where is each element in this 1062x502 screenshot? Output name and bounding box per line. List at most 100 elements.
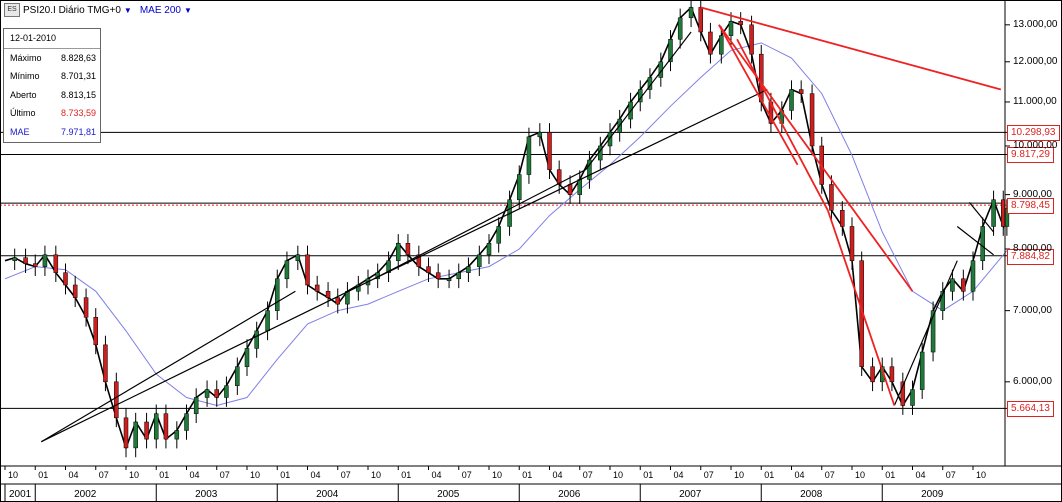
info-value: 8.828,63 [60,52,96,63]
candle-body [688,7,694,19]
candle-body [809,93,815,147]
trendline-red [826,209,896,406]
candle-body [910,389,915,406]
x-month-label: 07 [583,470,593,480]
y-tick-label: 6.000,00 [1013,375,1052,387]
candle-body [405,243,411,256]
candle-body [607,132,613,147]
trendline-black [968,201,995,233]
candle-body [63,272,68,286]
candle-body [668,39,673,63]
x-month-label: 04 [915,470,925,480]
x-month-label: 10 [371,470,381,480]
x-month-label: 01 [643,470,653,480]
candle-body [72,284,78,298]
trendline-black [373,88,768,280]
trendline-black [40,290,296,443]
chart-logo-icon: ES [4,3,20,17]
x-month-label: 10 [492,470,502,480]
y-tick-label: 11.000,00 [1013,95,1057,107]
candle-body [789,89,794,111]
y-tick-label: 13.000,00 [1013,18,1058,30]
info-row-last: Último 8.733,59 [4,104,100,123]
x-month-label: 07 [825,470,835,480]
symbol-dropdown-icon[interactable]: ▼ [123,5,132,15]
candle-body [93,317,98,346]
x-month-label: 04 [673,470,683,480]
candle-body [466,266,471,273]
candle-body [284,260,290,280]
x-month-label: 04 [552,470,562,480]
candle-body [103,344,108,383]
candle-body [53,254,59,273]
candle-body [174,430,180,440]
trendlines [40,6,1002,443]
candle-body [386,260,391,273]
x-month-label: 01 [764,470,774,480]
x-year-label: 2002 [74,489,97,500]
candle-body [193,397,199,414]
x-month-label: 10 [734,470,744,480]
mae-200-line [4,42,1008,407]
candle-body [950,278,955,292]
x-month-label: 07 [704,470,714,480]
candle-body [677,17,683,40]
candle-body [919,351,925,390]
x-year-label: 2006 [558,489,581,500]
candle-body [840,210,845,227]
info-value: 8.701,31 [60,71,96,82]
x-month-label: 01 [280,470,290,480]
x-month-label: 01 [401,470,411,480]
candle-body [477,254,482,267]
candle-body [12,257,17,261]
symbol-label[interactable]: PSI20.I Diário TMG+0 [23,4,121,16]
candle-body [526,136,532,175]
candle-body [335,297,340,305]
x-year-label: 2009 [921,489,944,500]
x-year-label: 2008 [800,489,823,500]
chart-header: ES PSI20.I Diário TMG+0 ▼ MAE 200 ▼ [4,2,200,18]
trendline-black [41,278,375,443]
info-label: Aberto [10,89,37,100]
x-month-label: 07 [462,470,472,480]
candle-body [133,421,138,449]
price-tag: 10.298,93 [1007,125,1060,142]
x-month-label: 04 [431,470,441,480]
x-month-label: 04 [189,470,199,480]
x-year-label: 2003 [195,489,218,500]
candle-body [556,169,562,185]
candle-body [889,366,895,383]
candle-body [144,421,149,440]
candle-body [184,413,189,431]
trendline-red [718,24,914,292]
x-month-label: 10 [613,470,623,480]
indicator-dropdown-icon[interactable]: ▼ [183,5,192,15]
candle-body [728,21,734,36]
price-tag: 8.798,45 [1007,198,1054,215]
candle-body [849,226,855,261]
candle-body [416,254,422,267]
indicator-label[interactable]: MAE 200 [139,4,181,16]
horizontal-levels [0,131,1010,409]
x-month-label: 01 [522,470,532,480]
x-year-label: 2007 [679,489,702,500]
candle-body [870,366,875,383]
trendline-black [373,169,587,280]
candle-body [435,272,441,280]
x-month-label: 04 [68,470,78,480]
x-year-label: 2001 [9,489,32,500]
candle-body [114,381,119,419]
x-axis-ticks: 10 01 04 07 10 01 04 07 10 01 04 07 10 01 04 07 10 01 04 07… [4,466,986,502]
price-tag: 5.664,13 [1007,401,1054,418]
candle-body [214,389,219,398]
candle-body [719,35,724,55]
candle-body [244,348,250,367]
x-month-label: 10 [129,470,139,480]
y-tick-label: 7.000,00 [1013,304,1052,316]
candle-body [829,184,834,211]
info-date-value: 12-01-2010 [10,33,57,43]
candle-body [396,243,401,261]
candle-body [567,184,573,195]
candle-body [587,159,592,180]
